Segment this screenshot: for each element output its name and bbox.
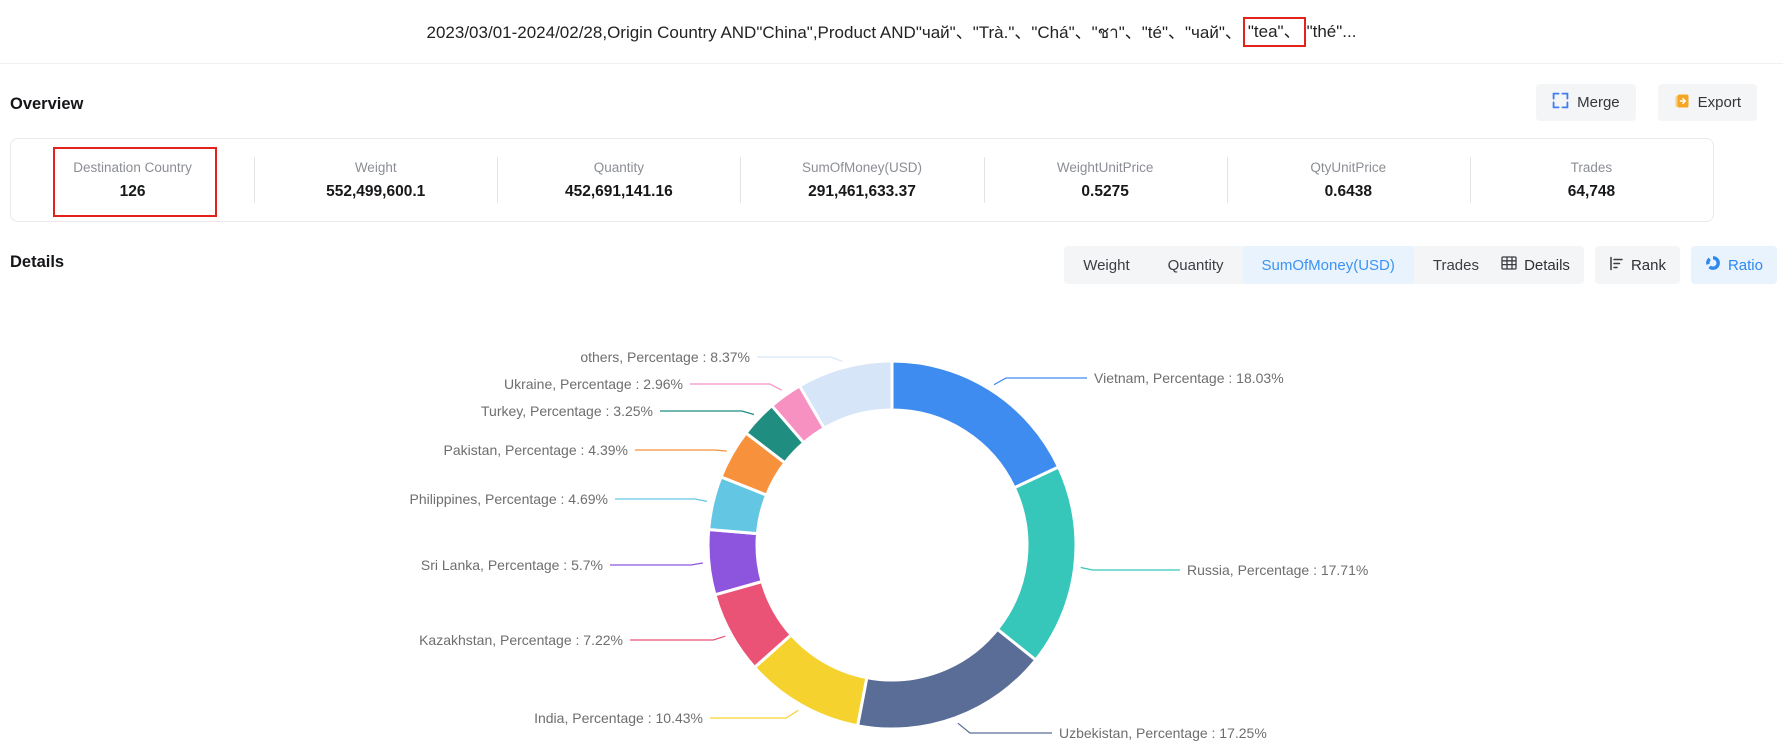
label-line-vietnam	[993, 377, 1087, 386]
tab-trades[interactable]: Trades	[1432, 256, 1479, 274]
pie-label-india: India, Percentage : 10.43%	[534, 710, 703, 726]
pie-label-ukraine: Ukraine, Percentage : 2.96%	[504, 376, 683, 392]
label-line-others	[757, 356, 843, 363]
highlight-box-tea: "tea"、	[1242, 16, 1306, 47]
view-buttons: Details Rank Ratio	[1487, 246, 1777, 284]
label-line-pakistan	[635, 449, 727, 452]
rank-icon	[1609, 256, 1624, 275]
ratio-view-button[interactable]: Ratio	[1690, 246, 1777, 284]
view-button-label: Rank	[1630, 256, 1666, 274]
tab-weight[interactable]: Weight	[1083, 256, 1130, 274]
stat-weightunitprice: WeightUnitPrice 0.5275	[984, 160, 1227, 201]
rank-view-button[interactable]: Rank	[1594, 246, 1680, 284]
stat-destination-country: Destination Country 126	[11, 160, 254, 201]
pie-label-russia: Russia, Percentage : 17.71%	[1187, 562, 1368, 578]
tab-sumofmoney-usd-[interactable]: SumOfMoney(USD)	[1242, 246, 1414, 284]
label-line-sri-lanka	[610, 562, 703, 566]
label-line-ukraine	[690, 383, 783, 391]
tab-quantity[interactable]: Quantity	[1167, 256, 1224, 274]
pie-label-kazakhstan: Kazakhstan, Percentage : 7.22%	[419, 632, 623, 648]
stat-label: Destination Country	[73, 159, 192, 175]
details-view-button[interactable]: Details	[1487, 246, 1584, 284]
stat-label: Trades	[1570, 159, 1613, 175]
pie-slice-others[interactable]	[798, 359, 894, 430]
pie-label-uzbekistan: Uzbekistan, Percentage : 17.25%	[1059, 725, 1267, 741]
label-line-russia	[1080, 566, 1180, 571]
view-button-label: Ratio	[1727, 256, 1763, 274]
stat-sumofmoney-usd-: SumOfMoney(USD) 291,461,633.37	[740, 160, 983, 201]
stat-weight: Weight 552,499,600.1	[254, 160, 497, 201]
stat-value: 0.6438	[1324, 182, 1372, 200]
pie-label-turkey: Turkey, Percentage : 3.25%	[481, 403, 653, 419]
label-line-uzbekistan	[957, 722, 1052, 734]
pie-label-others: others, Percentage : 8.37%	[580, 349, 750, 365]
overview-stats-card: Destination Country 126 Weight 552,499,600.…	[10, 138, 1714, 222]
overview-actions: Merge Export	[1536, 84, 1757, 121]
query-title-highlight: "tea"、	[1247, 21, 1301, 41]
stat-label: SumOfMoney(USD)	[801, 159, 922, 175]
stat-value: 126	[119, 182, 146, 200]
query-title-before: 2023/03/01-2024/02/28,Origin Country AND…	[426, 22, 1242, 42]
pie-slice-sri-lanka[interactable]	[706, 528, 764, 597]
merge-icon	[1552, 92, 1569, 113]
merge-button-label: Merge	[1577, 94, 1620, 111]
label-line-philippines	[615, 498, 708, 502]
pie-label-sri-lanka: Sri Lanka, Percentage : 5.7%	[421, 557, 603, 573]
donut-icon	[1705, 255, 1721, 275]
stat-value: 552,499,600.1	[326, 182, 426, 200]
pie-slice-russia[interactable]	[995, 465, 1078, 662]
export-button[interactable]: Export	[1657, 84, 1757, 121]
details-heading: Details	[10, 253, 65, 271]
overview-heading: Overview	[10, 95, 84, 113]
metric-tabs: Weight Quantity SumOfMoney(USD) Trades	[1064, 246, 1498, 284]
stat-quantity: Quantity 452,691,141.16	[497, 160, 740, 201]
export-button-label: Export	[1697, 94, 1741, 111]
label-line-india	[710, 709, 799, 719]
stat-qtyunitprice: QtyUnitPrice 0.6438	[1227, 160, 1470, 201]
label-line-turkey	[660, 410, 755, 416]
stat-label: QtyUnitPrice	[1310, 159, 1387, 175]
stat-label: Quantity	[593, 159, 644, 175]
stat-value: 64,748	[1567, 182, 1616, 200]
query-title-after: "thé"...	[1306, 21, 1357, 41]
view-button-label: Details	[1524, 256, 1570, 274]
stat-trades: Trades 64,748	[1470, 160, 1713, 201]
pie-label-pakistan: Pakistan, Percentage : 4.39%	[444, 442, 628, 458]
pie-slice-uzbekistan[interactable]	[856, 627, 1038, 731]
pie-label-philippines: Philippines, Percentage : 4.69%	[410, 491, 608, 507]
stat-value: 291,461,633.37	[808, 182, 916, 200]
stat-label: WeightUnitPrice	[1056, 159, 1154, 175]
stat-value: 452,691,141.16	[564, 182, 673, 200]
export-icon	[1674, 93, 1690, 113]
pie-label-vietnam: Vietnam, Percentage : 18.03%	[1094, 370, 1284, 386]
table-icon	[1501, 256, 1517, 274]
merge-button[interactable]: Merge	[1536, 84, 1636, 121]
stat-label: Weight	[354, 159, 397, 175]
pie-slice-vietnam[interactable]	[890, 359, 1061, 490]
query-title: 2023/03/01-2024/02/28,Origin Country AND…	[0, 0, 1783, 64]
stat-value: 0.5275	[1081, 182, 1129, 200]
label-line-kazakhstan	[630, 635, 726, 641]
